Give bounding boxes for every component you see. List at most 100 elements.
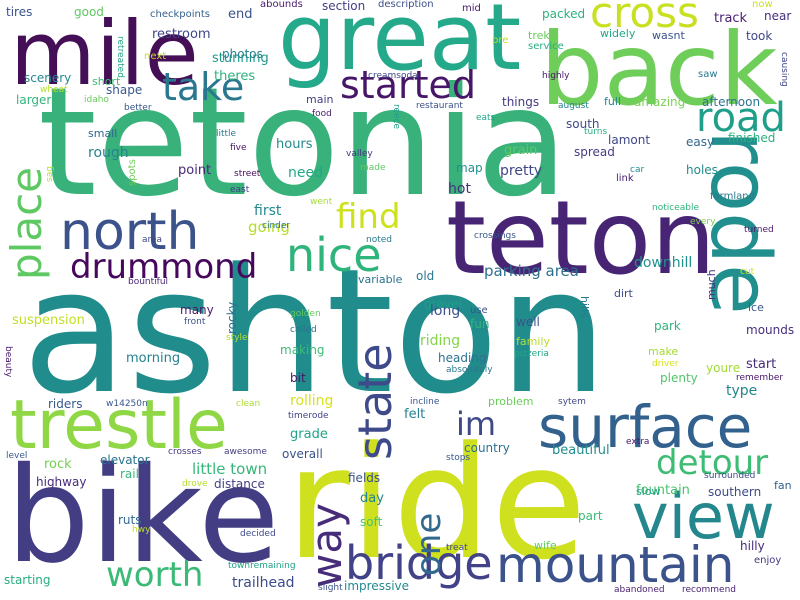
word: reece — [391, 104, 401, 130]
word: mounds — [746, 323, 795, 337]
word: surrounded — [704, 471, 756, 481]
word: went — [310, 197, 333, 207]
word: park — [654, 319, 681, 333]
word: awesome — [224, 447, 267, 457]
word: rough — [88, 145, 129, 161]
word: great — [278, 0, 522, 91]
word: took — [746, 29, 773, 43]
word: impressive — [344, 579, 410, 593]
word: called — [290, 325, 317, 335]
word: type — [726, 383, 758, 399]
word: elevator — [100, 453, 150, 467]
word: next — [144, 51, 167, 62]
word: bike — [6, 439, 280, 593]
word: abandoned — [614, 585, 665, 595]
word: townremaining — [228, 561, 296, 571]
word: wife — [534, 539, 557, 552]
word: rolling — [290, 393, 334, 409]
word: pre — [492, 35, 509, 46]
word: distance — [214, 477, 265, 491]
word: larger — [16, 93, 52, 107]
word: made — [360, 163, 386, 173]
word: gravel — [424, 297, 462, 311]
word: im — [456, 405, 497, 443]
word: slow — [636, 485, 661, 498]
word: view — [632, 480, 775, 553]
word: downhill — [634, 255, 693, 271]
word: near — [764, 9, 792, 23]
word: pizzeria — [514, 349, 549, 359]
word: hills — [578, 296, 591, 318]
word: wheat — [40, 85, 68, 95]
word: style — [226, 333, 248, 343]
word: rock — [44, 457, 72, 472]
word: service — [528, 41, 564, 52]
word: grade — [290, 427, 328, 442]
word: way — [302, 503, 351, 588]
word: car — [630, 165, 645, 175]
word: family — [516, 335, 550, 348]
word: make — [648, 345, 679, 358]
word: little town — [192, 460, 268, 478]
word: north — [60, 202, 200, 262]
word: afternoon — [702, 95, 761, 109]
word: treat — [446, 543, 468, 553]
word: rail — [120, 467, 139, 481]
word: sag — [45, 166, 55, 182]
word: sytem — [558, 397, 586, 407]
word: going — [248, 218, 290, 236]
word: end — [228, 7, 253, 22]
word: trailhead — [232, 575, 295, 591]
word: find — [336, 197, 401, 237]
word: grain — [504, 143, 538, 158]
word: slight — [318, 583, 343, 593]
word: restaurant — [416, 101, 463, 111]
word: turns — [584, 127, 608, 137]
word: description — [378, 0, 434, 10]
word: street — [234, 169, 261, 179]
word: spots — [127, 159, 138, 186]
word: tetonia — [38, 56, 569, 230]
word: crosses — [168, 447, 202, 457]
word: small — [88, 127, 118, 140]
word: idaho — [84, 95, 109, 105]
word: bit — [290, 371, 306, 385]
word: youre — [706, 361, 741, 375]
word: level — [6, 451, 28, 461]
word: country — [464, 441, 510, 455]
word: problem — [488, 395, 534, 408]
word: spread — [574, 145, 615, 159]
word: south — [566, 117, 600, 131]
word: plenty — [660, 371, 698, 385]
word: clean — [236, 399, 261, 409]
word: many — [180, 303, 214, 317]
word: amazing — [634, 95, 686, 109]
word: bountiful — [128, 277, 169, 287]
word: drummond — [70, 247, 258, 287]
word: every — [690, 217, 716, 227]
word: photos — [222, 47, 263, 61]
word: scenery — [24, 71, 72, 85]
word: riders — [48, 397, 83, 411]
word: stops — [446, 453, 471, 463]
word: variable — [358, 273, 403, 286]
word: track — [714, 11, 748, 26]
word: turned — [744, 225, 774, 235]
word: fan — [774, 479, 792, 492]
word: area — [142, 235, 163, 245]
word: ice — [748, 301, 764, 314]
word: full — [604, 95, 621, 108]
word: tires — [6, 5, 33, 19]
word: recommend — [682, 585, 736, 595]
word: started — [340, 63, 477, 107]
word: hilly — [740, 539, 765, 553]
word: state — [348, 343, 402, 460]
word: trek — [528, 29, 550, 42]
word: driver — [652, 359, 679, 369]
word: morning — [126, 351, 181, 366]
word: beauty — [3, 346, 13, 378]
word: heading — [438, 351, 487, 365]
word: point — [178, 163, 212, 178]
word: august — [558, 101, 589, 111]
